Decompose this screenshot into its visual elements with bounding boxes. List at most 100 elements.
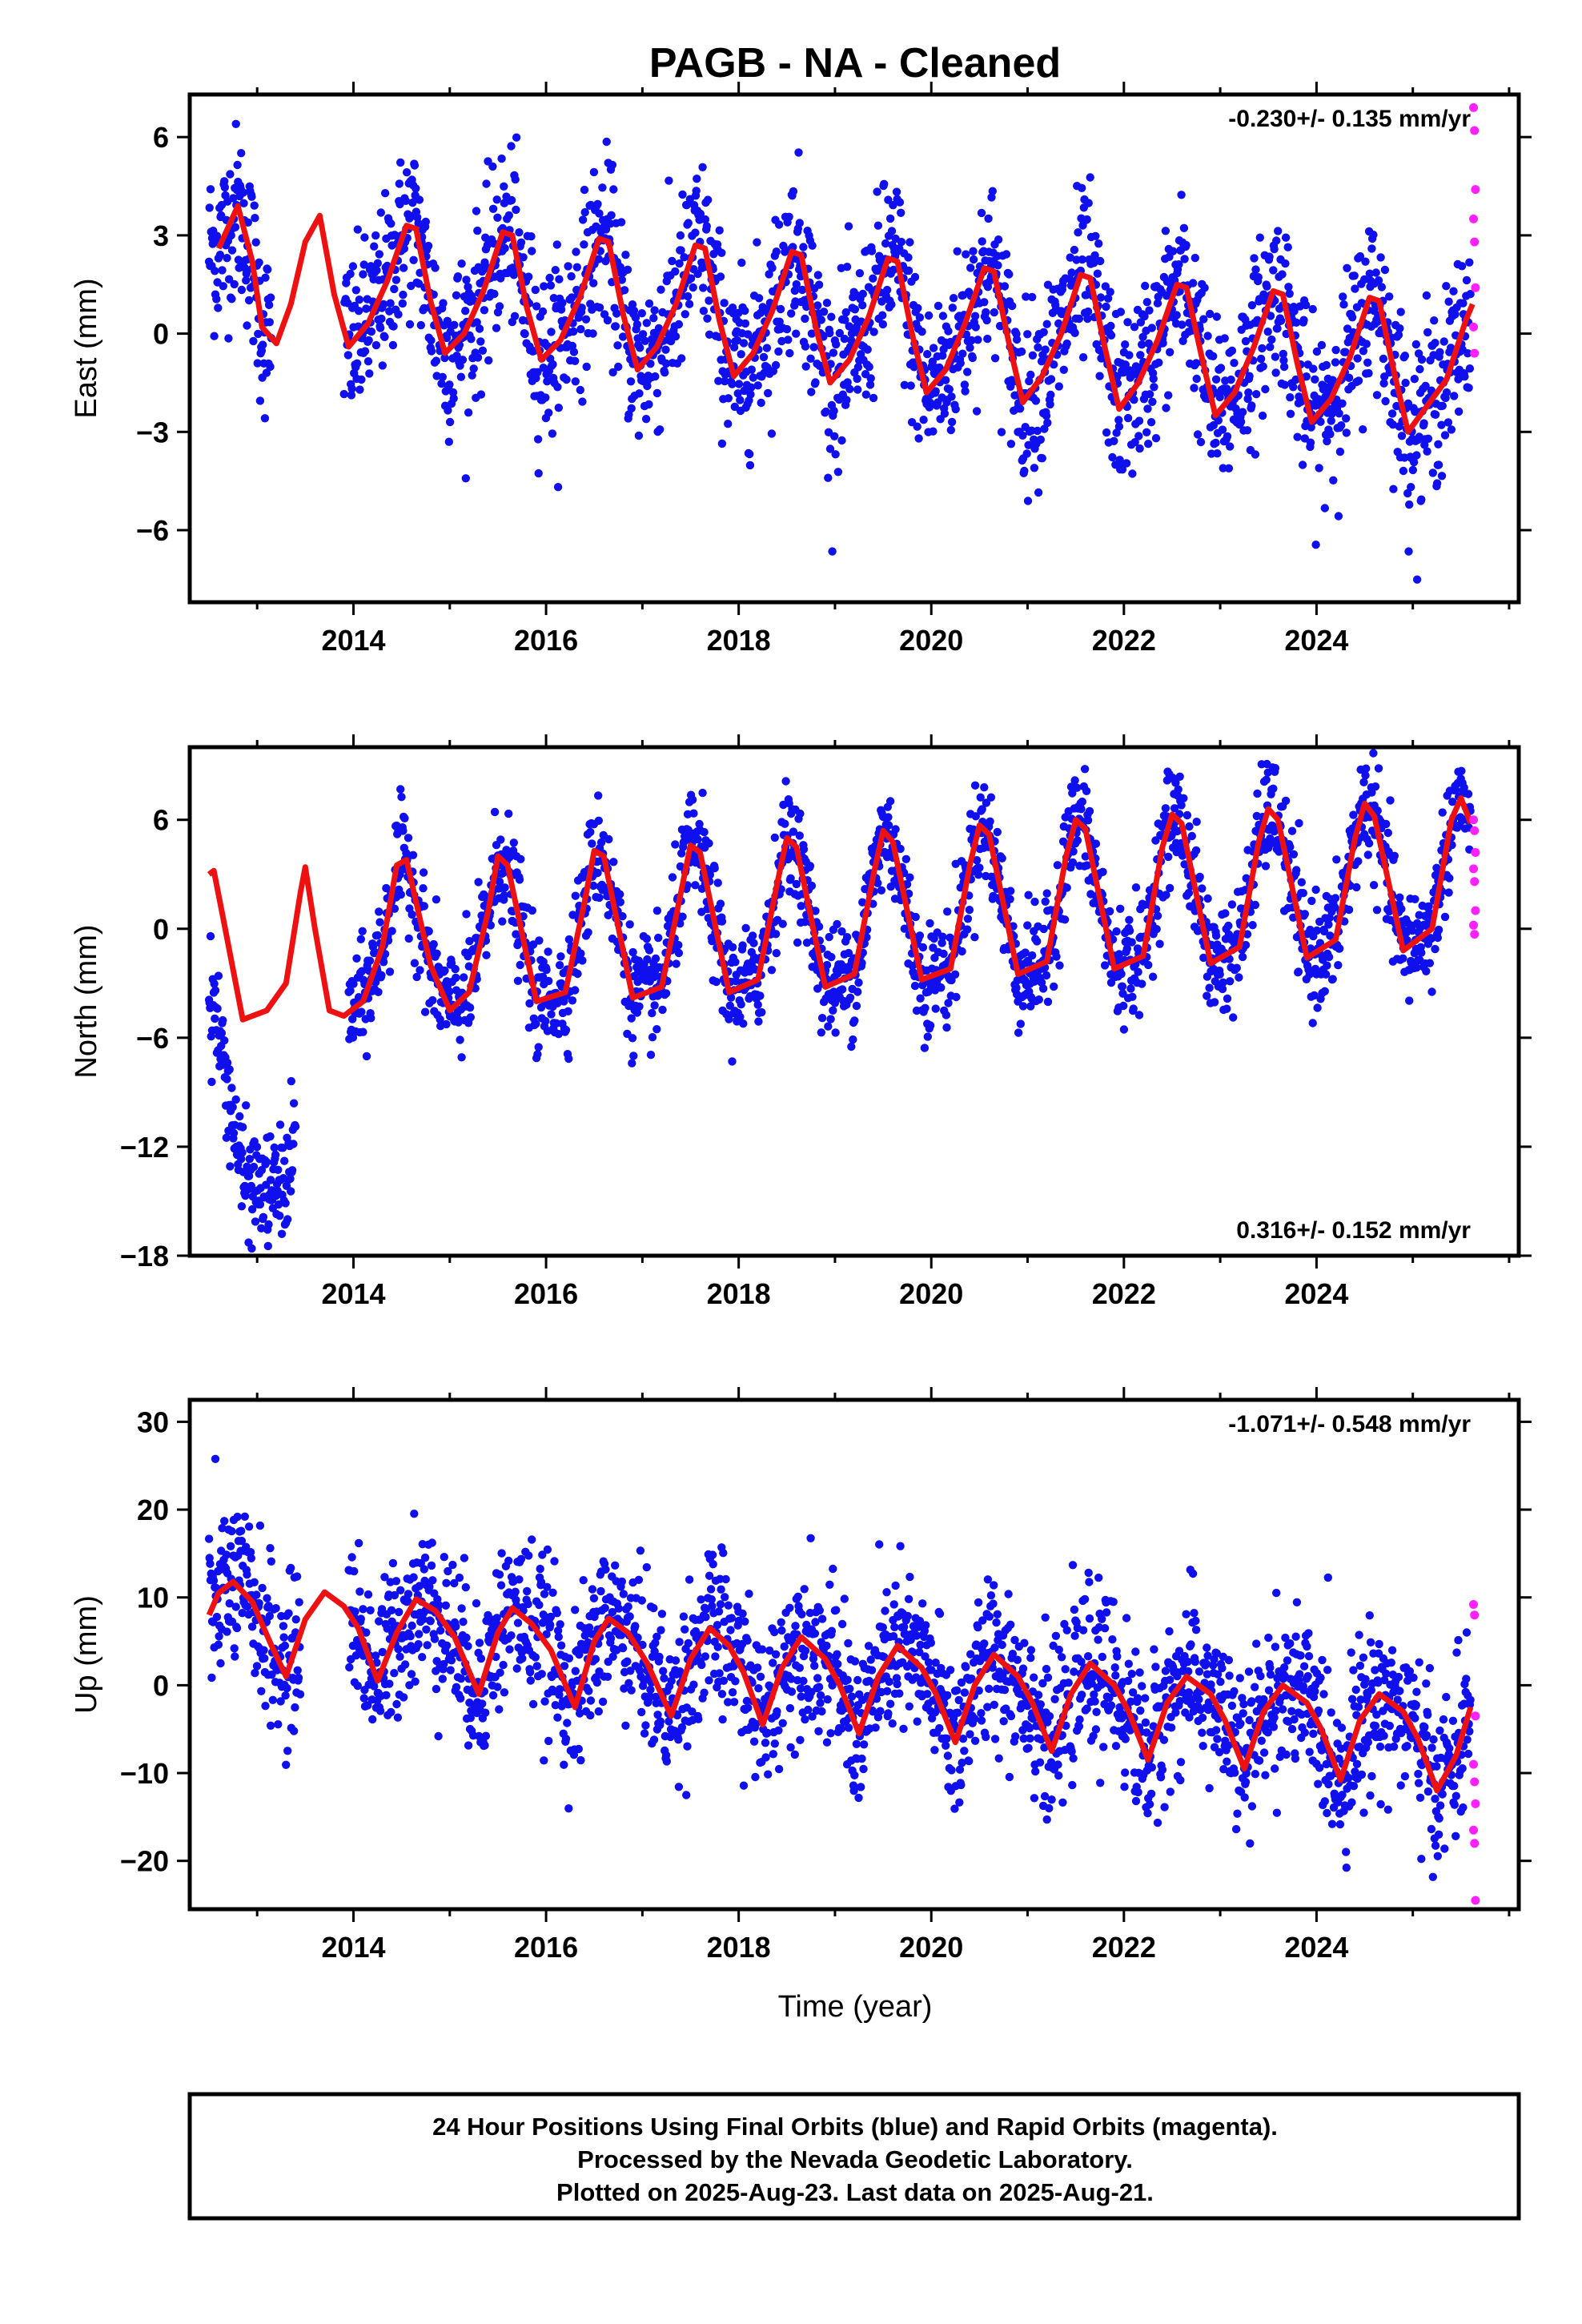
east-final-point bbox=[603, 316, 612, 325]
east-final-point bbox=[640, 336, 649, 345]
north-final-point bbox=[390, 904, 400, 913]
east-final-point bbox=[607, 211, 616, 219]
east-final-point bbox=[1006, 440, 1016, 448]
north-final-point bbox=[1205, 983, 1214, 992]
east-final-point bbox=[720, 299, 729, 308]
north-final-point bbox=[942, 1011, 951, 1019]
north-final-point bbox=[266, 1176, 275, 1184]
north-final-point bbox=[525, 999, 534, 1008]
east-final-point bbox=[644, 299, 654, 308]
north-final-point bbox=[926, 1021, 935, 1030]
east-final-point bbox=[468, 371, 476, 380]
north-final-point bbox=[1464, 790, 1473, 798]
east-final-point bbox=[1337, 421, 1346, 430]
east-final-point bbox=[398, 299, 407, 308]
north-x-tick-label: 2014 bbox=[321, 1277, 385, 1310]
north-final-point bbox=[239, 1123, 247, 1132]
up-final-point bbox=[351, 1651, 360, 1660]
east-final-point bbox=[376, 208, 385, 217]
east-final-point bbox=[1323, 436, 1331, 446]
north-final-point bbox=[226, 1162, 235, 1171]
up-final-point bbox=[363, 1590, 373, 1599]
east-final-point bbox=[934, 301, 943, 311]
north-final-point bbox=[717, 917, 727, 926]
east-final-point bbox=[442, 333, 452, 343]
north-final-point bbox=[420, 902, 428, 911]
north-final-point bbox=[432, 949, 441, 959]
up-final-point bbox=[406, 1632, 415, 1641]
north-final-point bbox=[858, 898, 867, 907]
east-final-point bbox=[1259, 362, 1267, 371]
east-final-point bbox=[944, 327, 953, 336]
north-final-point bbox=[1006, 887, 1015, 895]
up-final-point bbox=[355, 1587, 364, 1596]
east-final-point bbox=[813, 271, 822, 279]
east-final-point bbox=[987, 193, 996, 202]
east-final-point bbox=[375, 324, 385, 332]
east-rapid-point bbox=[1471, 283, 1480, 292]
east-final-point bbox=[244, 296, 254, 305]
north-final-point bbox=[1164, 852, 1173, 862]
east-final-point bbox=[528, 247, 536, 255]
east-final-point bbox=[243, 321, 251, 330]
north-final-point bbox=[1331, 903, 1339, 912]
north-final-point bbox=[1050, 982, 1058, 991]
east-final-point bbox=[1266, 312, 1275, 320]
north-final-point bbox=[1433, 933, 1443, 943]
east-final-point bbox=[1130, 438, 1139, 447]
north-final-point bbox=[1312, 926, 1322, 935]
east-final-point bbox=[799, 243, 808, 251]
north-final-point bbox=[726, 993, 736, 1002]
north-final-point bbox=[1452, 786, 1460, 794]
east-final-point bbox=[914, 434, 923, 443]
east-final-point bbox=[948, 304, 958, 312]
north-final-point bbox=[229, 1128, 239, 1138]
north-final-point bbox=[404, 834, 413, 842]
north-final-point bbox=[1397, 904, 1406, 914]
north-final-point bbox=[400, 814, 409, 822]
north-final-point bbox=[1125, 915, 1134, 925]
north-final-point bbox=[971, 812, 981, 821]
north-final-point bbox=[837, 985, 847, 994]
north-final-point bbox=[604, 834, 613, 844]
up-final-point bbox=[347, 1553, 356, 1562]
north-final-point bbox=[1199, 953, 1208, 963]
east-final-point bbox=[581, 315, 591, 324]
up-final-point bbox=[260, 1654, 269, 1663]
east-final-point bbox=[220, 177, 229, 186]
east-final-point bbox=[359, 270, 367, 279]
up-final-point bbox=[220, 1517, 229, 1526]
east-rapid-point bbox=[1469, 322, 1478, 332]
east-final-point bbox=[1074, 228, 1082, 237]
east-final-point bbox=[1227, 375, 1235, 384]
east-final-point bbox=[963, 368, 972, 376]
north-rapid-point bbox=[1470, 826, 1480, 835]
north-final-point bbox=[741, 923, 750, 933]
east-final-point bbox=[1223, 432, 1232, 441]
north-final-point bbox=[490, 807, 500, 817]
north-final-point bbox=[578, 956, 587, 965]
up-final-point bbox=[267, 1557, 275, 1566]
north-final-point bbox=[1319, 955, 1327, 964]
east-final-point bbox=[387, 219, 396, 228]
east-final-point bbox=[571, 356, 580, 365]
east-final-point bbox=[1405, 500, 1414, 509]
east-final-point bbox=[1273, 324, 1282, 333]
east-final-point bbox=[794, 148, 803, 157]
east-final-point bbox=[1148, 397, 1157, 406]
east-final-point bbox=[1251, 450, 1260, 459]
east-final-point bbox=[1083, 307, 1093, 316]
east-final-point bbox=[1400, 352, 1410, 360]
up-final-point bbox=[263, 1594, 271, 1602]
east-final-point bbox=[1423, 434, 1433, 443]
north-final-point bbox=[813, 984, 822, 993]
east-final-point bbox=[1411, 340, 1421, 349]
north-final-point bbox=[1431, 944, 1439, 954]
east-final-point bbox=[631, 313, 640, 322]
east-final-point bbox=[1265, 252, 1274, 261]
north-final-point bbox=[1171, 778, 1180, 787]
east-final-point bbox=[1388, 420, 1398, 429]
east-final-point bbox=[237, 285, 247, 295]
up-final-point bbox=[359, 1605, 367, 1614]
north-final-point bbox=[937, 983, 946, 992]
